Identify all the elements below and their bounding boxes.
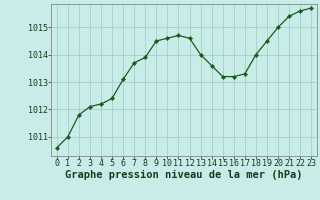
X-axis label: Graphe pression niveau de la mer (hPa): Graphe pression niveau de la mer (hPa) [65,170,303,180]
